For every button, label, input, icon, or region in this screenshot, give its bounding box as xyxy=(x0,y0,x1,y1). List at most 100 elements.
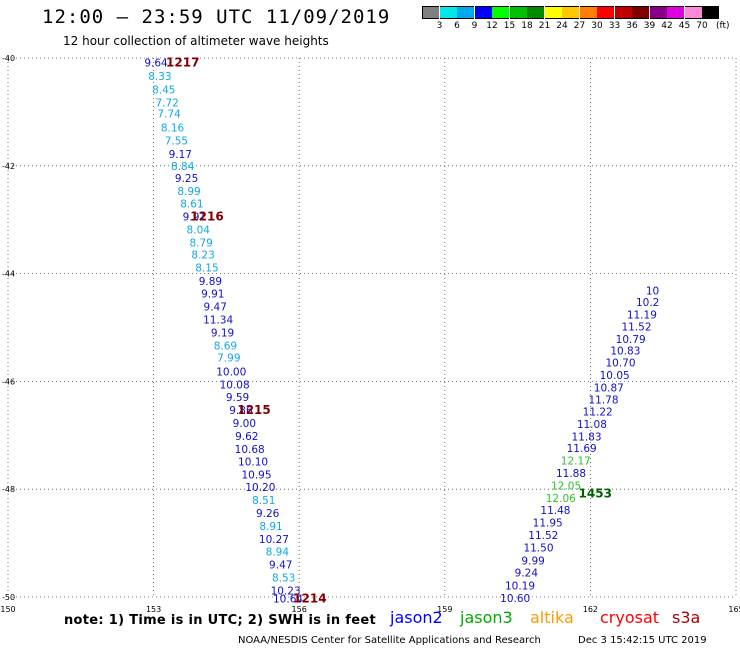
wave-height-label: 9.86 xyxy=(229,405,253,417)
wave-height-label: 9.59 xyxy=(226,392,249,404)
wave-height-label: 8.99 xyxy=(177,186,200,198)
legend-swatch xyxy=(614,6,632,19)
wave-height-color-legend: 3 6 9 12 15 18 21 24 27 30 33 36 39 42 45 70 (ft) xyxy=(422,6,730,36)
wave-height-label: 8.45 xyxy=(152,84,175,96)
wave-height-label: 8.53 xyxy=(272,573,295,585)
legend-label: 39 xyxy=(643,21,656,31)
y-tick-label: -48 xyxy=(2,485,15,494)
credit-line: NOAA/NESDIS Center for Satellite Applica… xyxy=(238,635,541,646)
x-tick-label: 150 xyxy=(0,605,15,614)
wave-height-label: 7.55 xyxy=(165,135,188,147)
wave-height-label: 7.74 xyxy=(157,109,181,121)
wave-height-label: 9.62 xyxy=(235,431,258,443)
data-label-group: 9.64 8.338.45 7.727.74 8.167.55 9.178.849.25… xyxy=(144,55,659,606)
legend-label: 9 xyxy=(471,21,478,31)
wave-height-label: 8.04 xyxy=(187,224,211,236)
wave-height-label: 11.22 xyxy=(583,407,613,419)
wave-height-label: 12.05 xyxy=(551,480,581,492)
map-title: 12:00 — 23:59 UTC 11/09/2019 xyxy=(42,6,391,28)
wave-height-label: 8.16 xyxy=(161,123,185,135)
wave-height-label: 8.79 xyxy=(189,237,212,249)
y-tick-label: -42 xyxy=(2,162,15,171)
wave-height-label: 11.52 xyxy=(621,321,651,333)
wave-height-label: 11.69 xyxy=(567,443,597,455)
legend-swatch xyxy=(492,6,509,19)
pass-time-label: 1453 xyxy=(579,487,612,501)
wave-height-label: 10.08 xyxy=(220,380,250,392)
wave-height-label: 10.27 xyxy=(259,534,289,546)
wave-height-label: 9.91 xyxy=(201,289,224,301)
wave-height-label: 11.48 xyxy=(540,505,570,517)
legend-swatch xyxy=(649,6,667,19)
wave-height-label: 9.25 xyxy=(175,173,198,185)
wave-height-label: 11.19 xyxy=(627,310,657,322)
legend-label: 21 xyxy=(538,21,551,31)
legend-label: 6 xyxy=(454,21,460,31)
legend-swatch xyxy=(702,6,719,19)
wave-height-label: 9.24 xyxy=(515,568,539,580)
legend-swatch xyxy=(579,6,597,19)
pass-time-label: 1217 xyxy=(166,55,199,69)
wave-height-label: 10.05 xyxy=(600,370,630,382)
wave-height-label: 9.00 xyxy=(233,418,256,430)
wave-height-label: 9.64 xyxy=(144,57,168,69)
wave-height-label: 9.17 xyxy=(169,149,192,161)
wave-height-label: 8.33 xyxy=(148,71,171,83)
generation-timestamp: Dec 3 15:42:15 UTC 2019 xyxy=(578,635,707,646)
wave-height-label: 9.99 xyxy=(521,555,544,567)
legend-swatch xyxy=(509,6,527,19)
wave-height-label: 7.72 xyxy=(155,98,178,110)
wave-height-label: 10.00 xyxy=(216,367,246,379)
satellite-legend-jason2: jason2 xyxy=(390,608,443,627)
y-tick-label: -46 xyxy=(2,377,15,386)
wave-height-label: 8.84 xyxy=(171,161,195,173)
pass-time-label: 1215 xyxy=(237,403,270,417)
wave-height-label: 8.69 xyxy=(214,340,237,352)
wave-height-label: 10.23 xyxy=(271,586,301,598)
wave-height-label: 9.26 xyxy=(256,508,280,520)
wave-height-label: 10.87 xyxy=(594,382,624,394)
legend-label: 3 xyxy=(436,21,443,31)
wave-height-label: 11.50 xyxy=(523,542,553,554)
wave-height-label: 8.23 xyxy=(191,250,214,262)
legend-swatch xyxy=(439,6,457,19)
wave-height-label: 10.70 xyxy=(605,358,635,370)
legend-swatch xyxy=(632,6,649,19)
legend-label: 36 xyxy=(626,21,638,31)
wave-height-label: 11.08 xyxy=(577,419,607,431)
wave-height-label: 10.60 xyxy=(500,593,530,605)
pass-time-label: 1214 xyxy=(293,592,326,606)
legend-swatch xyxy=(667,6,684,19)
wave-height-label: 10.83 xyxy=(610,346,640,358)
satellite-legend-altika: altika xyxy=(530,608,574,627)
wave-height-label: 8.61 xyxy=(180,199,203,211)
wave-height-label: 10.64 xyxy=(273,594,303,606)
legend-swatch xyxy=(457,6,474,19)
wave-height-label: 11.34 xyxy=(203,314,233,326)
legend-swatch xyxy=(544,6,562,19)
x-tick-label: 165 xyxy=(728,605,740,614)
wave-height-label: 9.91 xyxy=(183,211,206,223)
legend-label: 24 xyxy=(556,21,568,31)
satellite-legend-cryosat: cryosat xyxy=(600,608,660,627)
wave-height-label: 7.99 xyxy=(217,353,240,365)
legend-label: 27 xyxy=(573,21,586,31)
legend-label: 42 xyxy=(661,21,673,31)
legend-swatch xyxy=(597,6,614,19)
map-subtitle: 12 hour collection of altimeter wave hei… xyxy=(63,34,329,48)
wave-height-label: 11.83 xyxy=(571,431,601,443)
wave-height-label: 9.47 xyxy=(269,560,292,572)
y-tick-label: -40 xyxy=(2,54,15,63)
legend-label: 70 xyxy=(696,21,708,31)
wave-height-label: 11.95 xyxy=(533,518,563,530)
wave-height-label: 11.78 xyxy=(588,395,618,407)
wave-height-label: 8.91 xyxy=(259,521,282,533)
wave-height-label: 10.79 xyxy=(616,334,646,346)
wave-height-label: 10.10 xyxy=(238,457,268,469)
wave-height-label: 10.95 xyxy=(241,470,271,482)
pass-time-label: 1216 xyxy=(190,209,223,223)
legend-swatch xyxy=(684,6,702,19)
wave-height-label: 11.52 xyxy=(528,530,558,542)
